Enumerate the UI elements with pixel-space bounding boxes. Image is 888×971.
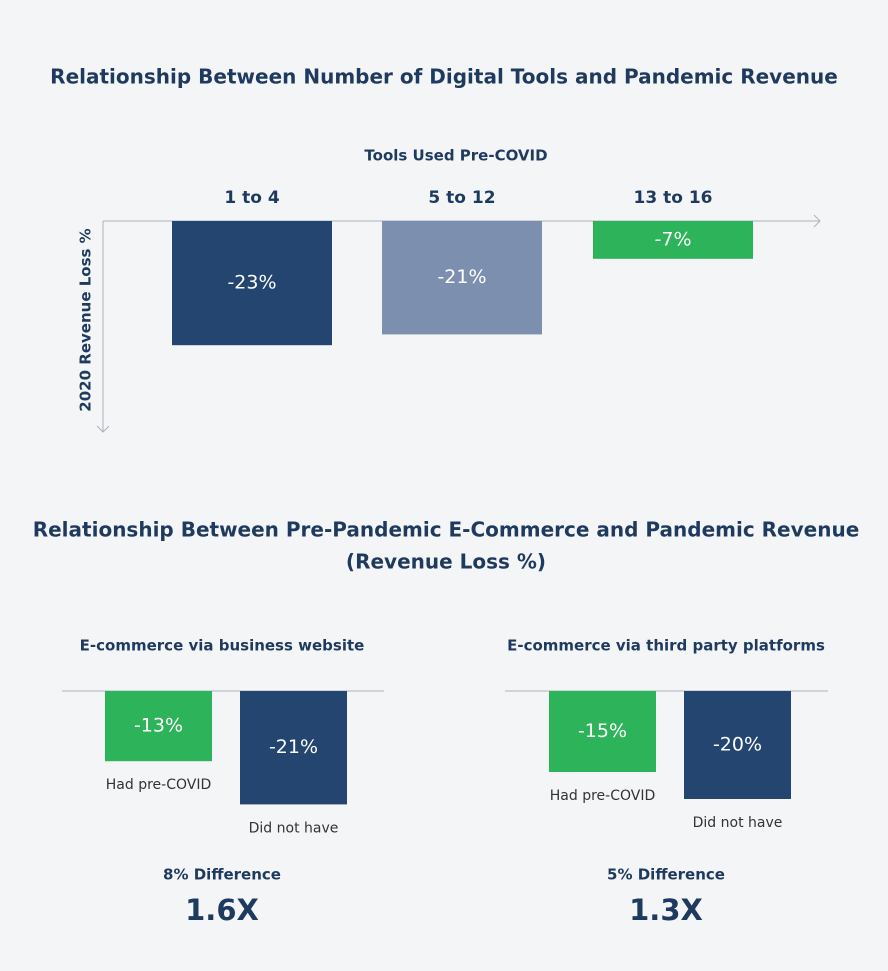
bar — [105, 691, 212, 762]
value-label: -15% — [578, 720, 627, 742]
category-label: Had pre-COVID — [550, 788, 655, 804]
value-label: -21% — [269, 736, 318, 758]
value-label: -23% — [227, 272, 276, 294]
chart-title: Relationship Between Number of Digital T… — [50, 65, 838, 89]
bar — [549, 691, 656, 772]
bar — [684, 691, 791, 799]
value-label: -21% — [437, 266, 486, 288]
multiplier: 1.3X — [629, 893, 703, 927]
category-label: Did not have — [249, 820, 339, 836]
multiplier: 1.6X — [185, 893, 259, 927]
bar — [240, 691, 347, 805]
bar — [382, 221, 542, 335]
y-axis-label: 2020 Revenue Loss % — [77, 228, 95, 411]
category-label: 5 to 12 — [428, 188, 495, 208]
section-subtitle: (Revenue Loss %) — [346, 550, 546, 574]
x-axis-label: Tools Used Pre-COVID — [364, 147, 547, 165]
value-label: -7% — [655, 228, 692, 250]
category-label: 1 to 4 — [224, 188, 279, 208]
value-label: -20% — [713, 734, 762, 756]
category-label: Had pre-COVID — [106, 777, 211, 793]
bar — [593, 221, 753, 259]
section-title: Relationship Between Pre-Pandemic E-Comm… — [33, 518, 860, 542]
annotation: 8% Difference — [163, 866, 281, 884]
chart-title: E-commerce via business website — [80, 637, 365, 655]
category-label: Did not have — [693, 815, 783, 831]
annotation: 5% Difference — [607, 866, 725, 884]
category-label: 13 to 16 — [634, 188, 713, 208]
bar — [172, 221, 332, 346]
axis-arrow — [813, 214, 821, 228]
value-label: -13% — [134, 715, 183, 737]
axis-arrow — [96, 425, 110, 433]
chart-title: E-commerce via third party platforms — [507, 637, 825, 655]
